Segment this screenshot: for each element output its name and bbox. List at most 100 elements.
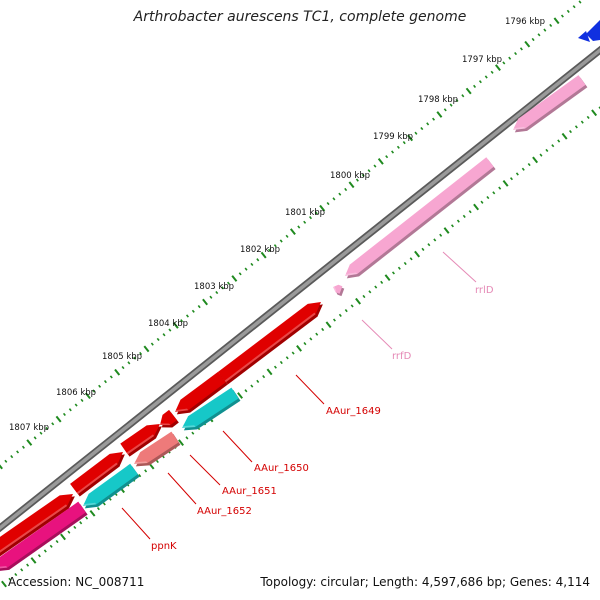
minor-tick (344, 187, 348, 192)
feature-arrow-aaur-1649[interactable] (218, 302, 323, 385)
minor-tick (51, 422, 55, 426)
minor-tick (33, 436, 37, 440)
major-tick (443, 227, 450, 234)
feature-arrow-ppnk[interactable] (0, 501, 88, 572)
minor-tick (62, 412, 66, 417)
feature-arrow-aaur-1650[interactable] (180, 387, 241, 431)
feature-arrow-rrlD[interactable] (343, 157, 496, 279)
scale-label: 1801 kbp (285, 208, 325, 218)
major-tick (591, 109, 598, 117)
minor-tick (414, 131, 418, 135)
feature-arrow-small[interactable] (158, 409, 179, 428)
feature-label-ppnk[interactable]: ppnK (121, 507, 177, 552)
scale-label: 1800 kbp (330, 171, 370, 181)
minor-tick (314, 211, 318, 215)
minor-tick (498, 186, 502, 190)
minor-tick (102, 502, 106, 506)
feature-arrow-blue[interactable] (578, 20, 600, 42)
minor-tick (514, 51, 518, 56)
feature-arrow-aaur-1651-rev[interactable] (132, 431, 181, 467)
feature-arrow-aaur-1650-fwd[interactable] (120, 424, 162, 457)
minor-tick (144, 469, 148, 473)
major-tick (319, 204, 326, 212)
feature-arrow-rrna-upper[interactable] (511, 75, 588, 133)
major-tick (377, 157, 384, 165)
minor-tick (598, 106, 600, 110)
feature-label-aaur-1652[interactable]: AAur_1652 (167, 472, 252, 517)
minor-tick (10, 455, 14, 459)
feature-label-aaur-1649[interactable]: AAur_1649 (295, 374, 381, 417)
scale-label: 1806 kbp (56, 388, 96, 398)
outer-scale-ticks (0, 0, 582, 470)
major-tick (231, 275, 238, 282)
feature-label-text: AAur_1652 (197, 506, 252, 517)
feature-arrow-aaur-1652[interactable] (81, 463, 140, 509)
feature-label-aaur-1651[interactable]: AAur_1651 (189, 454, 277, 497)
minor-tick (539, 153, 543, 157)
scale-label: 1805 kbp (102, 352, 142, 362)
minor-tick (480, 200, 484, 204)
minor-tick (297, 225, 301, 229)
minor-tick (43, 549, 47, 553)
minor-tick (92, 389, 96, 393)
feature-arrow-aaur-1651[interactable] (70, 452, 125, 497)
genome-backbone (0, 45, 600, 533)
major-tick (355, 297, 362, 305)
minor-tick (250, 262, 254, 267)
genome-summary-text: Topology: circular; Length: 4,597,686 bp… (260, 575, 590, 589)
leader-line (121, 507, 151, 540)
scale-label: 1807 kbp (9, 423, 49, 433)
feature-label-text: AAur_1651 (222, 486, 277, 497)
major-tick (348, 181, 355, 189)
minor-tick (191, 309, 195, 313)
feature-arrow-rrfD[interactable] (333, 284, 345, 297)
major-tick (266, 368, 273, 376)
feature-label-rrfd[interactable]: rrfD (361, 319, 412, 362)
feature-arrow-ppnk-fwd[interactable] (173, 371, 228, 415)
minor-tick (402, 141, 406, 145)
minor-tick (409, 257, 413, 261)
minor-tick (139, 351, 143, 356)
scale-label: 1798 kbp (418, 95, 458, 105)
minor-tick (55, 539, 59, 544)
major-tick (289, 228, 296, 236)
major-tick (89, 509, 96, 517)
minor-tick (490, 70, 494, 74)
minor-tick (509, 177, 513, 181)
major-tick (202, 298, 209, 306)
minor-tick (279, 360, 283, 365)
feature-arrow-aaur-1652-fwd[interactable] (0, 494, 75, 557)
minor-tick (338, 192, 342, 196)
minor-tick (420, 126, 424, 131)
feature-labels: rrlD rrfD AAur_1649 AAur_1650 AAur_1651 AAur_… (121, 251, 494, 552)
minor-tick (256, 379, 260, 383)
minor-tick (80, 398, 84, 402)
minor-tick (21, 445, 25, 449)
major-tick (172, 322, 179, 329)
minor-tick (250, 384, 254, 388)
minor-tick (138, 474, 142, 478)
minor-tick (96, 507, 100, 511)
minor-tick (285, 356, 289, 360)
minor-tick (215, 290, 219, 295)
feature-label-rrld[interactable]: rrlD (442, 251, 494, 296)
minor-tick (185, 436, 189, 440)
feature-label-text: rrfD (392, 351, 412, 362)
minor-tick (560, 14, 564, 18)
major-tick (55, 415, 62, 423)
minor-tick (486, 195, 490, 200)
minor-tick (226, 281, 230, 285)
feature-label-aaur-1650[interactable]: AAur_1650 (222, 430, 309, 474)
minor-tick (315, 332, 319, 336)
minor-tick (427, 243, 431, 247)
major-tick (178, 439, 184, 446)
minor-tick (432, 117, 436, 121)
minor-tick (519, 47, 523, 51)
minor-tick (45, 426, 49, 431)
minor-tick (449, 103, 453, 107)
minor-tick (367, 169, 371, 173)
scale-labels: 1796 kbp 1797 kbp 1798 kbp 1799 kbp 1800 kbp… (9, 17, 545, 433)
minor-tick (373, 164, 377, 168)
major-tick (0, 464, 3, 470)
